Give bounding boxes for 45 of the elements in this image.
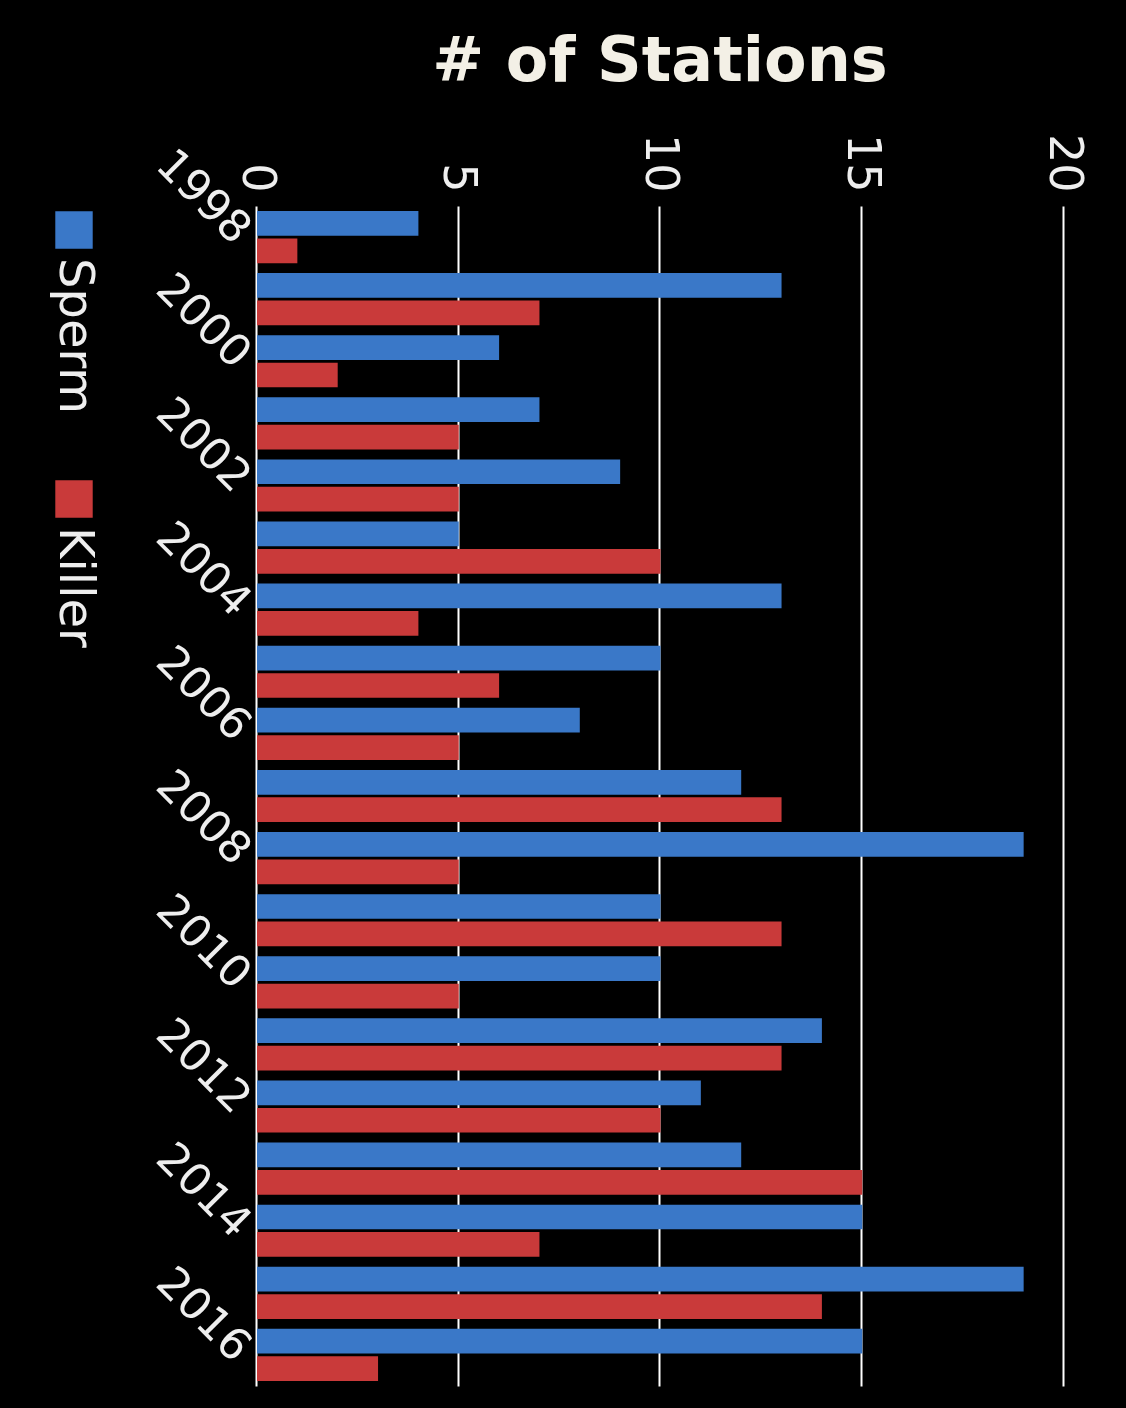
bar [257, 210, 419, 236]
bar [257, 611, 419, 636]
bar [257, 424, 459, 450]
bar [257, 735, 459, 760]
bar [257, 673, 500, 698]
bar [257, 459, 621, 485]
legend-label: Sperm [49, 258, 105, 415]
x-tick-label: 10 [635, 133, 689, 193]
bar [257, 1204, 863, 1230]
bar [257, 797, 782, 823]
bar [257, 1170, 863, 1195]
bar [257, 707, 580, 733]
bar [257, 1018, 822, 1044]
bar [257, 1328, 863, 1354]
legend-label: Killer [49, 527, 105, 649]
bar [257, 983, 459, 1009]
bar [257, 1142, 742, 1168]
bar [257, 859, 459, 885]
bar [257, 645, 661, 671]
bar [257, 1294, 822, 1319]
bar [257, 335, 500, 360]
bar [257, 1107, 661, 1133]
bar [257, 832, 1024, 857]
bar [257, 1045, 782, 1071]
bar [257, 300, 540, 326]
bar [257, 769, 742, 795]
bar [257, 1356, 379, 1382]
bar [257, 238, 298, 264]
bar [257, 273, 782, 298]
bar [257, 1232, 540, 1257]
x-tick-label: 15 [836, 133, 891, 193]
bar [257, 956, 661, 981]
bar [257, 548, 661, 574]
bar [257, 486, 459, 512]
bar [257, 397, 540, 422]
bar [257, 1080, 701, 1106]
x-axis-title: # of Stations [432, 22, 888, 96]
bar [257, 362, 338, 388]
x-tick-label: 5 [433, 163, 488, 193]
bar [257, 583, 782, 609]
bar [257, 921, 782, 947]
bar [257, 1266, 1024, 1292]
bar [257, 894, 661, 919]
x-tick-label: 20 [1038, 133, 1093, 193]
bar [257, 521, 459, 547]
